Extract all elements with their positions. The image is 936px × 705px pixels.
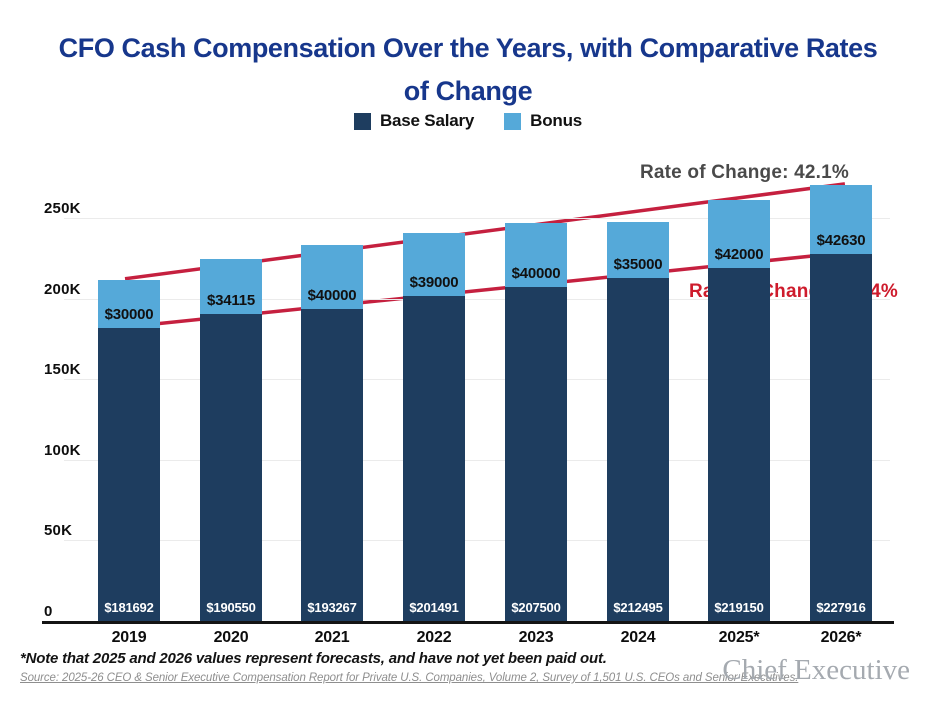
bar-segment-base-salary-2022 bbox=[403, 296, 465, 621]
footnote: *Note that 2025 and 2026 values represen… bbox=[20, 650, 607, 667]
legend-item-bonus: Bonus bbox=[504, 111, 582, 131]
gridline-250K bbox=[64, 218, 890, 219]
x-axis-tick-2019: 2019 bbox=[111, 629, 147, 646]
bar-segment-base-salary-2020 bbox=[200, 314, 262, 621]
y-axis-tick-200K: 200K bbox=[44, 281, 81, 298]
base-salary-value-label-2022: $201491 bbox=[409, 600, 459, 615]
base-salary-value-label-2021: $193267 bbox=[307, 600, 357, 615]
x-axis-tick-2023: 2023 bbox=[518, 629, 554, 646]
y-axis-tick-100K: 100K bbox=[44, 442, 81, 459]
bar-segment-base-salary-2021 bbox=[301, 309, 363, 621]
x-axis-line bbox=[42, 621, 894, 624]
bonus-value-label-2019: $30000 bbox=[104, 306, 154, 323]
bar-segment-bonus-2019 bbox=[98, 280, 160, 328]
bonus-value-label-2025*: $42000 bbox=[714, 246, 764, 263]
bar-segment-base-salary-2025* bbox=[708, 268, 770, 621]
x-axis-tick-2024: 2024 bbox=[620, 629, 656, 646]
bonus-value-label-2026*: $42630 bbox=[816, 232, 866, 249]
base-salary-value-label-2024: $212495 bbox=[613, 600, 663, 615]
gridline-100K bbox=[64, 460, 890, 461]
rate-of-change-top-annotation: Rate of Change: 42.1% bbox=[639, 162, 849, 183]
x-axis-tick-2021: 2021 bbox=[314, 629, 350, 646]
bonus-value-label-2023: $40000 bbox=[511, 265, 561, 282]
base-salary-value-label-2025*: $219150 bbox=[714, 600, 764, 615]
x-axis-tick-2020: 2020 bbox=[213, 629, 249, 646]
base-salary-value-label-2023: $207500 bbox=[511, 600, 561, 615]
gridline-150K bbox=[64, 379, 890, 380]
base-salary-value-label-2019: $181692 bbox=[104, 600, 154, 615]
chart-title-line2: of Change bbox=[403, 76, 533, 106]
bonus-swatch-icon bbox=[504, 112, 522, 130]
x-axis-tick-2025*: 2025* bbox=[718, 629, 760, 646]
base-salary-value-label-2020: $190550 bbox=[206, 600, 256, 615]
bar-segment-bonus-2023 bbox=[505, 223, 567, 287]
bar-segment-base-salary-2019 bbox=[98, 328, 160, 621]
legend: Base Salary Bonus bbox=[0, 110, 936, 132]
bar-segment-bonus-2026* bbox=[810, 185, 872, 254]
bar-segment-base-salary-2023 bbox=[505, 287, 567, 621]
x-axis-tick-2026*: 2026* bbox=[820, 629, 862, 646]
y-axis-tick-250K: 250K bbox=[44, 200, 81, 217]
legend-label-bonus: Bonus bbox=[530, 111, 583, 130]
bonus-value-label-2020: $34115 bbox=[206, 292, 256, 309]
bonus-value-label-2022: $39000 bbox=[409, 274, 459, 291]
chart-title: CFO Cash Compensation Over the Years, wi… bbox=[0, 27, 936, 113]
bar-segment-bonus-2021 bbox=[301, 245, 363, 309]
bar-segment-base-salary-2026* bbox=[810, 254, 872, 621]
legend-label-base-salary: Base Salary bbox=[379, 111, 475, 130]
base-salary-value-label-2026*: $227916 bbox=[816, 600, 866, 615]
bar-segment-bonus-2020 bbox=[200, 259, 262, 314]
gridline-200K bbox=[64, 299, 890, 300]
chief-executive-logo: Chief Executive bbox=[722, 654, 910, 686]
bar-segment-bonus-2025* bbox=[708, 200, 770, 268]
bonus-value-label-2021: $40000 bbox=[307, 287, 357, 304]
bar-segment-bonus-2022 bbox=[403, 233, 465, 296]
bar-segment-base-salary-2024 bbox=[607, 278, 669, 621]
y-axis-tick-50K: 50K bbox=[44, 522, 73, 539]
x-axis-tick-2022: 2022 bbox=[416, 629, 452, 646]
bonus-value-label-2024: $35000 bbox=[613, 256, 663, 273]
y-axis-tick-0: 0 bbox=[44, 603, 53, 620]
bar-segment-bonus-2024 bbox=[607, 222, 669, 278]
chart-title-line1: CFO Cash Compensation Over the Years, wi… bbox=[58, 33, 878, 63]
gridline-50K bbox=[64, 540, 890, 541]
source-citation: Source: 2025-26 CEO & Senior Executive C… bbox=[20, 672, 799, 684]
y-axis-tick-150K: 150K bbox=[44, 361, 81, 378]
legend-item-base-salary: Base Salary bbox=[353, 111, 475, 131]
base-salary-swatch-icon bbox=[353, 112, 371, 130]
